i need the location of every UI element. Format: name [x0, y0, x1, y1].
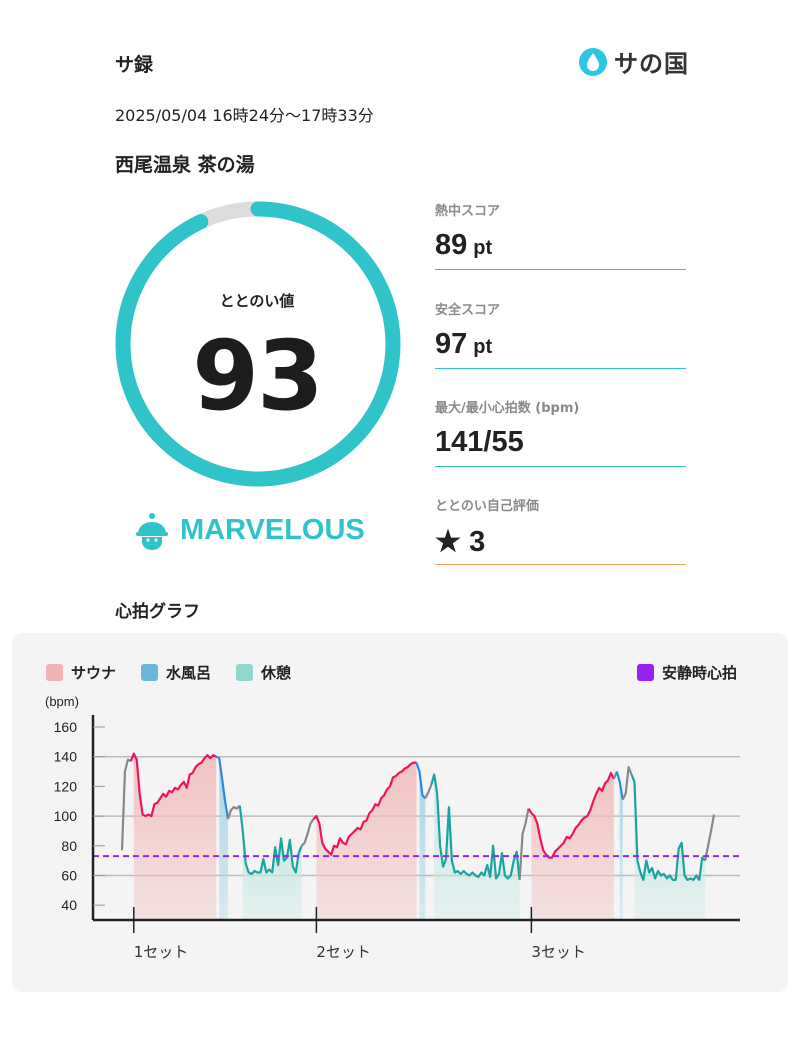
- stat-heart-rate: 最大/最小心拍数 (bpm) 141/55: [435, 397, 686, 467]
- legend-swatch: [236, 664, 253, 681]
- rest-line: [630, 774, 706, 882]
- other-line: [704, 814, 716, 861]
- legend-label: サウナ: [71, 664, 117, 682]
- sauna-hat-mascot-icon: [136, 513, 168, 550]
- y-tick-label: 160: [54, 719, 78, 735]
- other-line: [120, 758, 132, 851]
- legend-label: 水風呂: [166, 664, 212, 682]
- stat-unit: pt: [473, 336, 493, 358]
- other-line: [621, 765, 633, 801]
- score-value: 93: [192, 320, 324, 432]
- stat-label: 熱中スコア: [435, 204, 501, 219]
- other-line: [518, 808, 530, 880]
- score-label: ととのい値: [219, 292, 295, 310]
- legend-label: 安静時心拍: [662, 664, 738, 682]
- water-line: [215, 755, 230, 820]
- rest-line: [430, 773, 521, 881]
- other-line: [300, 818, 315, 847]
- legend-swatch: [46, 664, 63, 681]
- sauna-area: [531, 773, 614, 920]
- set-label: 2セット: [316, 943, 371, 961]
- rest-line: [238, 805, 303, 876]
- water-line: [615, 771, 624, 800]
- sauna-line: [527, 771, 615, 859]
- sauna-area: [316, 762, 417, 920]
- water-area: [419, 771, 426, 920]
- stat-unit: pt: [473, 237, 493, 259]
- legend-sauna: サウナ: [46, 662, 116, 683]
- star-icon: ★: [435, 526, 461, 558]
- sauna-line: [129, 752, 217, 818]
- legend-resting-hr: 安静時心拍: [637, 662, 737, 683]
- session-datetime: 2025/05/04 16時24分〜17時33分: [115, 106, 374, 125]
- sauna-area: [133, 753, 217, 920]
- stat-label: 最大/最小心拍数 (bpm): [435, 401, 580, 416]
- page-title: サ録: [115, 54, 154, 76]
- y-tick-label: 100: [54, 808, 78, 824]
- rank-label: MARVELOUS: [180, 513, 365, 546]
- score-ring-fill: [115, 201, 401, 487]
- y-tick-label: 60: [61, 867, 77, 883]
- legend-rest: 休憩: [236, 662, 291, 683]
- other-line: [424, 784, 433, 799]
- heart-rate-chart: 160 140 120 100 80 60 40 (bpm) 1セット 2セット 3セット: [45, 694, 740, 961]
- legend-water: 水風呂: [141, 662, 211, 683]
- water-area: [619, 781, 623, 920]
- rest-area: [242, 830, 302, 920]
- water-line: [415, 762, 427, 800]
- rank-badge: MARVELOUS: [134, 510, 365, 550]
- logo-text: サの国: [614, 50, 689, 78]
- set-label: 1セット: [134, 943, 189, 961]
- sauna-line: [312, 761, 417, 856]
- set-label: 3セット: [531, 943, 586, 961]
- graph-title: 心拍グラフ: [115, 602, 200, 622]
- stat-label: ととのい自己評価: [435, 499, 539, 514]
- stat-label: 安全スコア: [435, 303, 501, 318]
- y-tick-label: 140: [54, 749, 78, 765]
- water-area: [219, 758, 229, 920]
- y-tick-label: 40: [61, 897, 77, 913]
- stat-self-rating: ととのい自己評価 ★ 3: [435, 495, 686, 565]
- rest-area: [434, 774, 520, 920]
- stat-value: 3: [469, 526, 486, 558]
- stat-value: 141/55: [435, 426, 524, 458]
- stat-heat-score: 熱中スコア 89 pt: [435, 200, 686, 270]
- other-line: [226, 804, 241, 820]
- rest-area: [634, 781, 706, 920]
- stat-value: 89: [435, 229, 468, 261]
- legend-label: 休憩: [261, 664, 292, 682]
- score-ring: [115, 201, 401, 487]
- y-axis-label: (bpm): [45, 694, 79, 709]
- water-drop-icon: [579, 47, 607, 76]
- legend-swatch: [637, 664, 654, 681]
- logo: サの国: [578, 44, 689, 79]
- stat-safety-score: 安全スコア 97 pt: [435, 299, 686, 369]
- y-tick-label: 80: [61, 838, 77, 854]
- facility-name: 西尾温泉 茶の湯: [115, 154, 255, 176]
- legend-swatch: [141, 664, 158, 681]
- y-tick-label: 120: [54, 778, 78, 794]
- stat-value: 97: [435, 328, 468, 360]
